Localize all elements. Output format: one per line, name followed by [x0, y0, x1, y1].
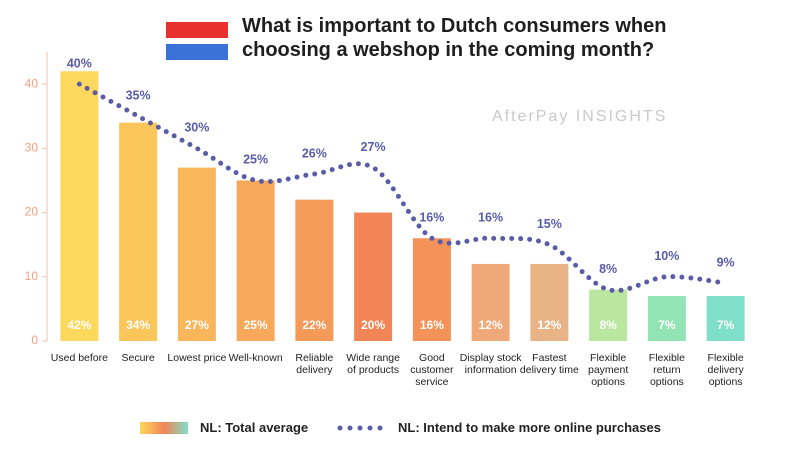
- legend-label: NL: Total average: [200, 420, 309, 435]
- bar-value-label: 12%: [479, 318, 503, 332]
- y-tick-label: 40: [25, 76, 39, 90]
- flag-white: [166, 38, 228, 44]
- x-tick-label: Flexible payment options: [587, 352, 629, 388]
- line-value-label: 40%: [67, 56, 92, 70]
- bar-value-label: 25%: [244, 318, 268, 332]
- line-value-label: 9%: [717, 255, 735, 269]
- line-value-label: 8%: [599, 262, 617, 276]
- y-tick-label: 10: [25, 269, 39, 283]
- bar: [295, 199, 334, 341]
- y-tick-label: 20: [25, 205, 39, 219]
- bar: [530, 263, 569, 341]
- line-value-label: 35%: [126, 89, 151, 103]
- line-value-label: 16%: [478, 211, 503, 225]
- bar-value-label: 20%: [361, 318, 385, 332]
- watermark: AfterPay INSIGHTS: [492, 108, 668, 125]
- bar-value-label: 16%: [420, 318, 444, 332]
- x-tick-label: Used before: [50, 352, 108, 364]
- line-value-label: 30%: [184, 121, 209, 135]
- bar: [60, 71, 99, 342]
- y-tick-label: 30: [25, 141, 39, 155]
- x-tick-label: Flexible return options: [648, 352, 685, 388]
- x-tick-label: Reliable delivery: [295, 352, 334, 376]
- line-value-label: 25%: [243, 153, 268, 167]
- x-tick-label: Flexible delivery options: [707, 352, 744, 388]
- bar: [412, 238, 451, 341]
- bar-value-label: 22%: [302, 318, 326, 332]
- x-tick-label: Display stock information: [459, 352, 522, 376]
- x-tick-label: Lowest price: [167, 352, 227, 364]
- bar: [589, 289, 628, 341]
- bar: [354, 212, 393, 341]
- line: [76, 81, 729, 294]
- bar: [177, 167, 216, 341]
- x-tick-label: Secure: [121, 352, 155, 364]
- line-value-label: 26%: [302, 146, 327, 160]
- y-tick-label: 0: [31, 333, 38, 347]
- line-value-label: 10%: [654, 249, 679, 263]
- flag-red: [166, 22, 228, 38]
- line-value-label: 27%: [361, 140, 386, 154]
- bar: [647, 296, 686, 341]
- bar: [471, 263, 510, 341]
- flag-blue: [166, 44, 228, 60]
- bar: [706, 296, 745, 341]
- x-tick-label: Fastest delivery time: [519, 352, 579, 376]
- legend-label: NL: Intend to make more online purchases: [398, 420, 661, 435]
- bar-value-label: 7%: [717, 318, 735, 332]
- line-value-label: 15%: [537, 217, 562, 231]
- bar-value-label: 34%: [126, 318, 150, 332]
- chart-title: What is important to Dutch consumers whe…: [242, 15, 667, 61]
- legend-swatch-bar: [140, 422, 188, 434]
- line-value-label: 16%: [419, 211, 444, 225]
- bar-value-label: 27%: [185, 318, 209, 332]
- x-tick-label: Good customer service: [410, 352, 454, 388]
- bar-value-label: 12%: [537, 318, 561, 332]
- x-tick-label: Wide range of products: [346, 352, 400, 376]
- x-tick-label: Well-known: [228, 352, 283, 364]
- bar-value-label: 8%: [599, 318, 617, 332]
- bar-value-label: 42%: [67, 318, 91, 332]
- bar: [236, 180, 275, 341]
- bar-value-label: 7%: [658, 318, 676, 332]
- bar: [119, 122, 158, 342]
